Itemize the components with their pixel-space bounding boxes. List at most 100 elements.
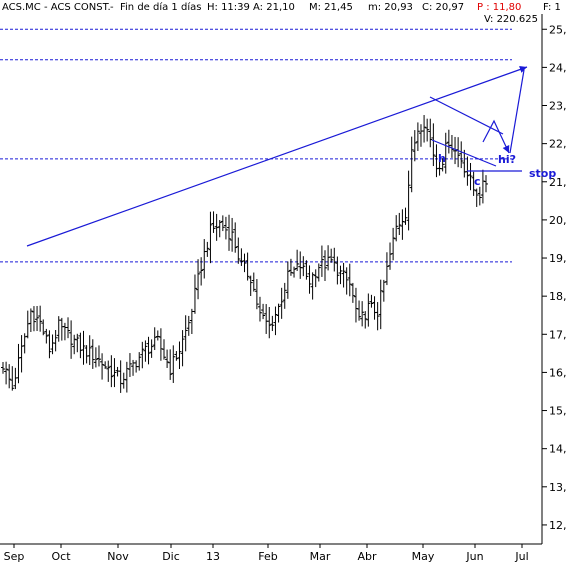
price-bar [459,141,464,169]
y-tick-label: 17, [549,328,567,341]
price-bar [214,213,219,241]
price-bar [155,330,160,341]
price-bar [323,250,327,282]
price-bar [366,293,371,327]
price-bar [59,317,64,341]
price-bar [62,322,67,341]
price-bar [319,245,324,277]
price-bar [372,296,377,320]
price-bar [282,282,287,309]
x-tick-label: Dic [162,550,180,562]
price-bar [391,227,396,261]
price-bar [456,137,461,168]
price-bar [149,339,154,358]
price-bar [31,306,36,332]
price-bar [335,256,340,285]
price-bar [353,287,358,323]
annotation-h: h [438,152,446,165]
x-tick-label: Sep [4,550,25,562]
y-tick-label: 19, [549,252,567,265]
price-bar [196,259,201,300]
price-bar [329,248,334,263]
price-bar [248,275,253,297]
price-bar [418,124,423,147]
price-bar [350,282,355,303]
price-bar [273,306,278,336]
channel-upper-line [429,96,504,135]
price-bar [202,239,207,279]
price-bar [292,266,297,278]
price-bar [162,339,166,360]
header-high: M: 21,45 [309,2,353,13]
price-bar [245,252,250,281]
axis-ticks: 12, 13, 14, 15, 16, 17, 18, 19, 20, 21, 22, 23, 24, 2… [4,23,567,562]
price-bar [313,269,318,288]
x-tick-label: Mar [310,550,331,562]
x-tick-label: Abr [357,550,377,562]
price-bar [168,349,173,380]
price-bar [140,341,145,369]
price-bar [449,134,454,158]
header-extra: F: 1 [543,2,561,13]
price-bar [347,263,352,297]
y-tick-label: 16, [549,366,567,379]
price-bar [360,301,365,327]
price-bar [369,294,374,308]
price-bar [384,252,389,286]
price-bar [270,315,275,332]
price-bar [19,335,24,373]
price-bar [394,215,399,242]
price-bar [38,305,43,332]
y-tick-label: 12, [549,519,567,532]
price-bar [415,122,420,151]
price-bar [75,333,80,353]
price-bar [121,372,126,389]
price-bar [425,118,430,142]
price-bar [137,352,142,371]
price-bar [35,306,40,331]
price-bar [72,334,77,355]
y-tick-label: 20, [549,214,567,227]
price-bar [388,242,393,270]
price-bar [304,260,309,280]
y-tick-label: 13, [549,481,567,494]
header-volume: V: 220.625 [484,14,538,25]
price-bar [127,353,132,377]
price-bar [205,241,210,257]
x-tick-label: Jul [514,550,528,562]
price-bar [44,328,49,344]
price-bar [446,129,451,154]
y-tick-label: 15, [549,405,567,418]
price-bar [363,311,368,329]
price-bar [131,359,136,376]
header-period: Fin de día 1 días [120,1,201,13]
price-bar [208,211,213,264]
price-bar [7,364,12,389]
x-tick-label: May [412,550,435,562]
price-bar [307,265,312,294]
x-tick-label: 13 [206,550,220,562]
price-bar [397,212,402,236]
price-bar [1,361,5,374]
y-tick-label: 18, [549,290,567,303]
price-bar [316,263,321,282]
price-bar [295,249,300,271]
price-bar [341,262,346,288]
price-bar [158,328,163,361]
price-bar [103,361,108,369]
price-bar [310,272,315,300]
price-bar [171,345,176,383]
price-bar [152,327,157,351]
price-bar [236,237,241,264]
price-bar [87,335,92,366]
price-bar [146,336,151,365]
header-symbol: ACS.MC - ACS CONST. [2,2,111,13]
trendline-annotations [26,66,528,247]
projection-path-long [509,69,525,154]
price-bar [16,343,21,384]
price-bar [267,307,272,339]
price-bar [183,315,188,352]
y-tick-label: 21, [549,176,567,189]
price-bar [174,351,179,361]
price-bar [66,317,71,339]
